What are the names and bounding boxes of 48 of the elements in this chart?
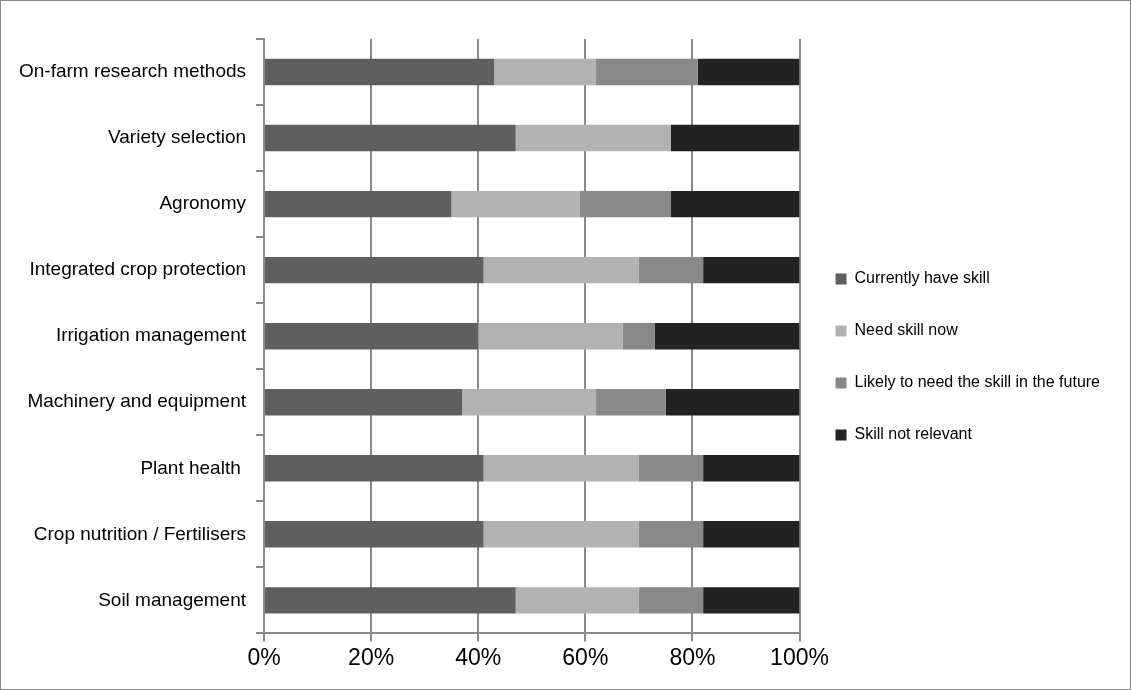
y-tick-label: Crop nutrition / Fertilisers <box>33 522 247 544</box>
bar <box>483 256 639 284</box>
bar <box>671 124 800 152</box>
x-tick-label: 0% <box>247 643 281 670</box>
bar <box>596 389 666 416</box>
bar <box>265 124 516 152</box>
bar <box>494 58 597 86</box>
bar <box>665 389 800 416</box>
legend-label: Need skill now <box>854 321 959 339</box>
y-tick-label: Irrigation management <box>55 324 247 346</box>
y-tick-label: Soil management <box>98 588 247 610</box>
bar <box>703 587 800 614</box>
bar <box>451 190 580 218</box>
bar <box>462 389 597 416</box>
bar <box>622 322 655 350</box>
bar <box>265 58 495 86</box>
bar <box>697 58 800 86</box>
x-tick-label: 80% <box>669 643 716 670</box>
bar <box>515 587 639 614</box>
legend-label: Likely to need the skill in the future <box>854 373 1101 391</box>
legend-label: Currently have skill <box>854 269 990 287</box>
bar <box>265 521 484 548</box>
bar <box>265 389 463 416</box>
y-tick-label: Variety selection <box>108 126 247 148</box>
x-tick-label: 60% <box>562 643 609 670</box>
bar <box>654 322 800 350</box>
bar <box>515 124 671 152</box>
bar <box>483 455 639 482</box>
bar <box>671 190 800 218</box>
x-tick-label: 20% <box>348 643 395 670</box>
y-tick-label: On-farm research methods <box>18 60 247 82</box>
bar <box>483 521 639 548</box>
bar <box>265 190 452 218</box>
bar <box>265 587 516 614</box>
x-tick-label: 100% <box>770 643 829 670</box>
y-tick-label: Machinery and equipment <box>27 390 247 412</box>
bar <box>703 521 800 548</box>
bar <box>265 455 484 482</box>
legend-label: Skill not relevant <box>854 425 973 443</box>
y-tick-label: Integrated crop protection <box>29 258 247 280</box>
y-tick-label: Agronomy <box>159 192 247 214</box>
x-tick-label: 40% <box>455 643 502 670</box>
y-tick-label: Plant health <box>140 456 247 478</box>
bar <box>265 322 479 350</box>
bar <box>703 455 800 482</box>
bar <box>478 322 623 350</box>
bar <box>265 256 484 284</box>
bar <box>703 256 800 284</box>
